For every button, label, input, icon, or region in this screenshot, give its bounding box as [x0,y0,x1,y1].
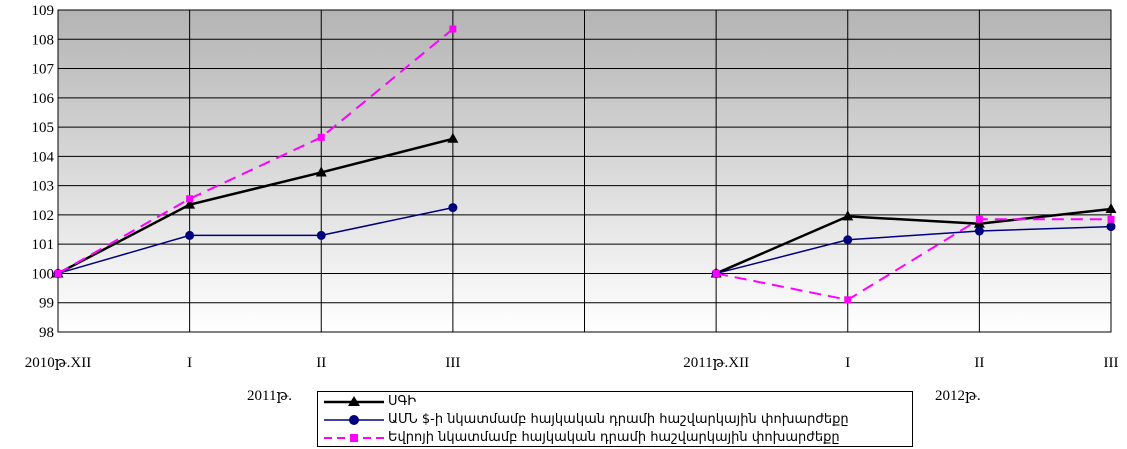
data-point [712,269,720,277]
x-tick-label: III [445,355,460,371]
data-point [974,226,984,236]
series-line [57,28,454,275]
x-tick-label: I [845,355,850,371]
series-line [57,137,454,275]
x-axis-ticks: 2010թ.XII I II III 2011թ.XII I II III [25,355,1119,371]
data-point [447,132,459,143]
legend-marker-triangle [324,396,384,406]
series-line [715,225,1112,275]
legend-label-cpi: ՍԳԻ [388,394,417,409]
data-point [1107,215,1115,223]
data-point [975,215,983,223]
y-tick-label: 104 [32,149,55,165]
line-chart: 98 99 100 101 102 103 104 105 106 107 108 109 2010թ… [25,3,1119,371]
x-tick-label: 2010թ.XII [25,355,91,371]
data-point [315,166,327,177]
y-tick-label: 107 [32,62,55,78]
x-tick-label: II [316,355,326,371]
legend-entry-cpi: ՍԳԻ [318,393,912,411]
data-point [843,235,853,245]
data-point [54,269,62,277]
series-layer [52,25,1117,304]
y-tick-label: 109 [32,3,55,19]
x-tick-label: III [1104,355,1119,371]
legend-label-eur: Եվրոյի նկատմամբ հայկական դրամի հաշվարկայ… [388,430,840,445]
data-point [844,296,852,304]
data-point [184,198,196,209]
series-0 [52,132,1117,278]
series-line [715,207,1112,275]
legend: ՍԳԻ ԱՄՆ $-ի նկատմամբ հայկական դրամի հաշվ… [317,391,913,447]
data-point [316,230,326,240]
data-point [1106,222,1116,232]
legend-marker-square [324,434,384,442]
y-tick-label: 99 [39,296,54,312]
legend-marker-circle [324,415,384,425]
data-point [448,203,458,213]
x-tick-label: I [187,355,192,371]
data-point [1105,203,1117,214]
series-line [57,206,454,275]
y-tick-label: 101 [32,237,55,253]
period-label-2012: 2012թ. [935,388,981,404]
legend-entry-eur: Եվրոյի նկատմամբ հայկական դրամի հաշվարկայ… [318,429,912,447]
x-tick-label: 2011թ.XII [683,355,749,371]
data-point [317,133,325,141]
gridlines [58,10,1111,332]
y-tick-label: 102 [32,208,55,224]
series-line [715,218,1111,301]
y-tick-label: 106 [32,91,55,107]
y-tick-label: 108 [32,32,55,48]
x-tick-label: II [974,355,984,371]
y-tick-label: 105 [32,120,55,136]
y-axis-ticks: 98 99 100 101 102 103 104 105 106 107 108 109 [32,3,55,341]
y-tick-label: 103 [32,179,55,195]
data-point [185,230,195,240]
data-point [842,210,854,221]
legend-label-usd: ԱՄՆ $-ի նկատմամբ հայկական դրամի հաշվարկա… [388,412,849,427]
y-tick-label: 98 [39,325,54,341]
data-point [449,25,457,33]
period-label-2011: 2011թ. [247,388,293,404]
y-tick-label: 100 [32,266,55,282]
data-point [186,195,194,203]
series-2 [54,25,1115,304]
legend-entry-usd: ԱՄՆ $-ի նկատմամբ հայկական դրամի հաշվարկա… [318,411,912,429]
